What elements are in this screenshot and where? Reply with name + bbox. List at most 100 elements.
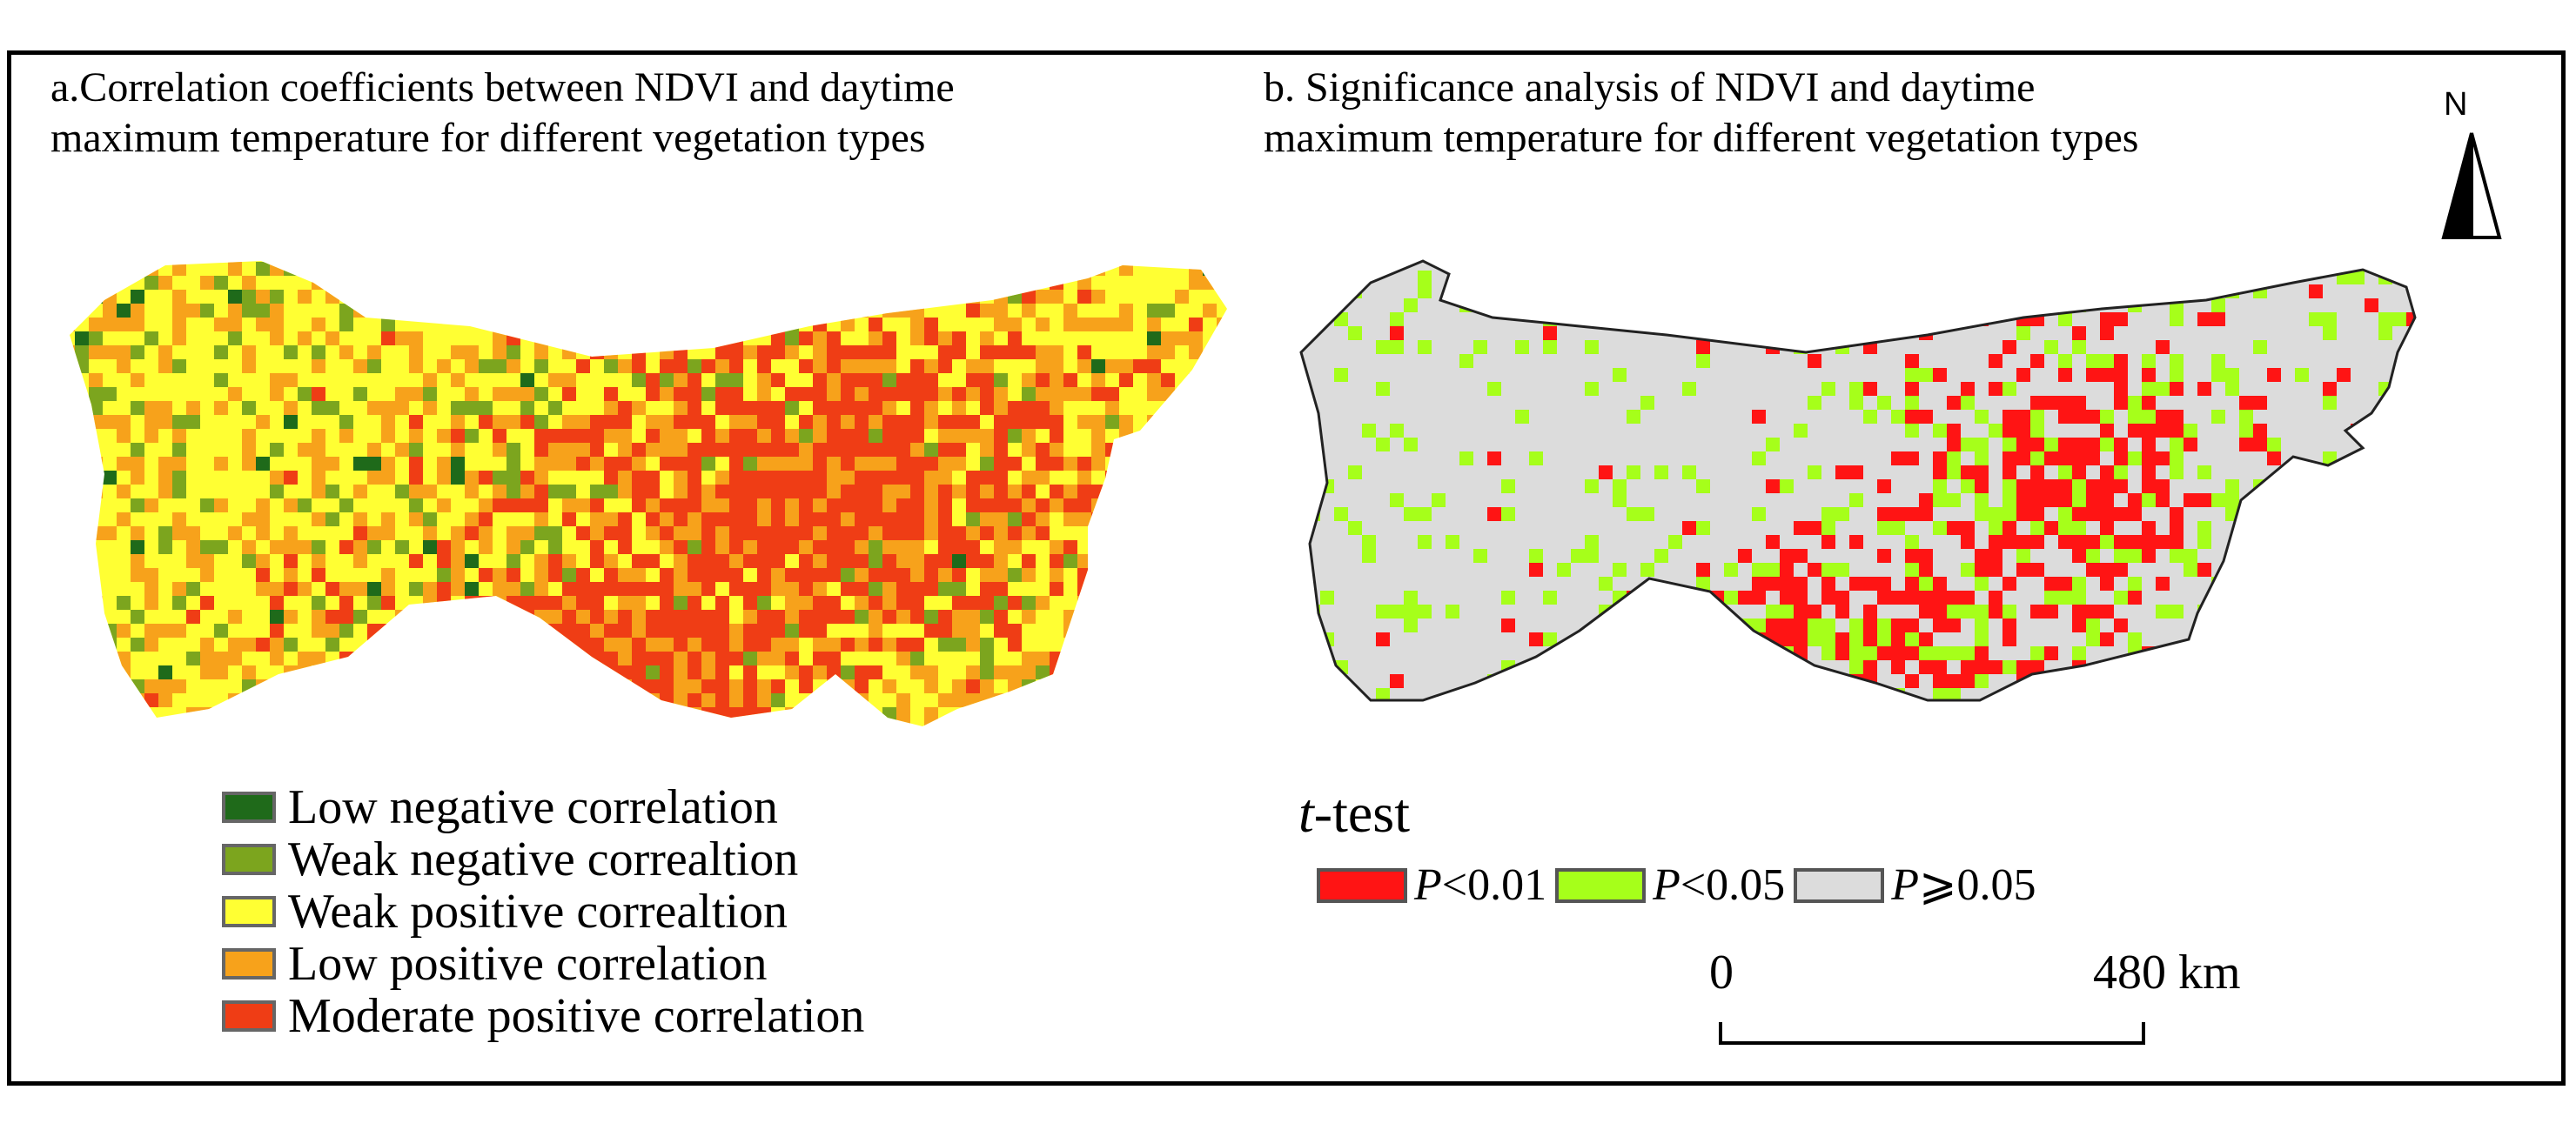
map-b-cell bbox=[1557, 674, 1571, 688]
map-b-cell bbox=[1654, 549, 1668, 563]
map-b-cell bbox=[1710, 660, 1724, 674]
map-a-cell bbox=[813, 359, 827, 373]
map-a-cell bbox=[646, 429, 660, 443]
map-a-cell bbox=[924, 721, 938, 726]
map-b-cell bbox=[2281, 507, 2295, 521]
map-a-cell bbox=[938, 387, 952, 401]
map-b-cell bbox=[2100, 326, 2114, 340]
map-b-cell bbox=[2142, 410, 2156, 424]
map-a-cell bbox=[646, 624, 660, 638]
map-a-cell bbox=[1077, 276, 1091, 290]
map-a-cell bbox=[562, 638, 576, 652]
map-b-cell bbox=[1905, 577, 1919, 591]
map-a-cell bbox=[479, 512, 493, 526]
map-b-cell bbox=[2086, 479, 2100, 493]
map-b-cell bbox=[2100, 521, 2114, 535]
map-a-cell bbox=[1147, 471, 1161, 485]
map-a-cell bbox=[855, 707, 869, 721]
map-a-cell bbox=[715, 693, 729, 707]
map-a-cell bbox=[256, 262, 270, 276]
map-a-cell bbox=[325, 457, 339, 471]
map-a-cell bbox=[701, 415, 715, 429]
map-a-cell bbox=[1147, 345, 1161, 359]
map-a-cell bbox=[479, 471, 493, 485]
map-a-cell bbox=[451, 415, 465, 429]
map-b-cell bbox=[2030, 465, 2044, 479]
map-a-cell bbox=[1008, 345, 1022, 359]
map-a-cell bbox=[1050, 401, 1063, 415]
map-b-cell bbox=[2337, 702, 2351, 716]
map-a-cell bbox=[827, 693, 841, 707]
map-b-cell bbox=[2030, 493, 2044, 507]
map-a-cell bbox=[395, 652, 409, 665]
map-a-cell bbox=[646, 554, 660, 568]
map-b-cell bbox=[1404, 618, 1418, 632]
map-a-cell bbox=[924, 457, 938, 471]
map-a-cell bbox=[785, 443, 799, 457]
map-b-cell bbox=[1891, 702, 1905, 716]
map-a-cell bbox=[493, 665, 506, 679]
map-a-cell bbox=[646, 485, 660, 498]
map-a-cell bbox=[131, 373, 144, 387]
map-b-cell bbox=[1989, 702, 2002, 716]
map-b-cell bbox=[1780, 549, 1794, 563]
map-a-cell bbox=[701, 624, 715, 638]
map-a-cell bbox=[1119, 610, 1133, 624]
map-a-cell bbox=[1077, 471, 1091, 485]
map-a-cell bbox=[228, 331, 242, 345]
map-a-cell bbox=[813, 693, 827, 707]
map-a-cell bbox=[409, 471, 423, 485]
map-b-cell bbox=[1418, 340, 1432, 354]
map-a-cell bbox=[785, 290, 799, 304]
map-a-cell bbox=[743, 304, 757, 318]
map-b-cell bbox=[1919, 507, 1933, 521]
map-a-cell bbox=[701, 290, 715, 304]
map-a-cell bbox=[646, 471, 660, 485]
map-a-cell bbox=[938, 512, 952, 526]
map-a-cell bbox=[910, 540, 924, 554]
map-b-cell bbox=[1849, 660, 1863, 674]
map-a-cell bbox=[1077, 498, 1091, 512]
map-a-cell bbox=[701, 443, 715, 457]
map-a-cell bbox=[1175, 415, 1189, 429]
map-a-cell bbox=[1022, 415, 1036, 429]
map-b-cell bbox=[1738, 660, 1752, 674]
map-b-cell bbox=[1780, 591, 1794, 605]
map-a-cell bbox=[576, 638, 590, 652]
map-a-cell bbox=[186, 554, 200, 568]
map-a-cell bbox=[674, 429, 688, 443]
map-a-cell bbox=[813, 443, 827, 457]
map-a-cell bbox=[423, 540, 437, 554]
map-b-cell bbox=[2323, 591, 2337, 605]
map-a-cell bbox=[604, 512, 618, 526]
map-a-cell bbox=[367, 707, 381, 721]
map-a-cell bbox=[214, 345, 228, 359]
map-b-cell bbox=[2197, 312, 2211, 326]
map-a-cell bbox=[520, 401, 534, 415]
map-a-cell bbox=[381, 290, 395, 304]
map-b-cell bbox=[2156, 605, 2170, 618]
map-a-cell bbox=[242, 693, 256, 707]
map-a-cell bbox=[882, 457, 896, 471]
map-a-cell bbox=[590, 554, 604, 568]
map-a-cell bbox=[980, 304, 994, 318]
map-b-cell bbox=[2114, 396, 2128, 410]
map-a-cell bbox=[298, 540, 312, 554]
map-a-cell bbox=[339, 624, 353, 638]
map-a-cell bbox=[590, 610, 604, 624]
map-b-cell bbox=[2365, 465, 2378, 479]
map-b-cell bbox=[1863, 646, 1877, 660]
map-b-cell bbox=[1877, 284, 1891, 298]
map-a-cell bbox=[576, 596, 590, 610]
map-a-cell bbox=[896, 387, 910, 401]
map-a-cell bbox=[590, 638, 604, 652]
map-a-cell bbox=[284, 498, 298, 512]
map-a-cell bbox=[646, 443, 660, 457]
map-a-cell bbox=[576, 568, 590, 582]
map-b-cell bbox=[2128, 451, 2142, 465]
map-a-cell bbox=[952, 345, 966, 359]
map-b-cell bbox=[1724, 646, 1738, 660]
map-a-cell bbox=[1189, 457, 1203, 471]
map-b-cell bbox=[2197, 563, 2211, 577]
map-a-cell bbox=[1175, 638, 1189, 652]
